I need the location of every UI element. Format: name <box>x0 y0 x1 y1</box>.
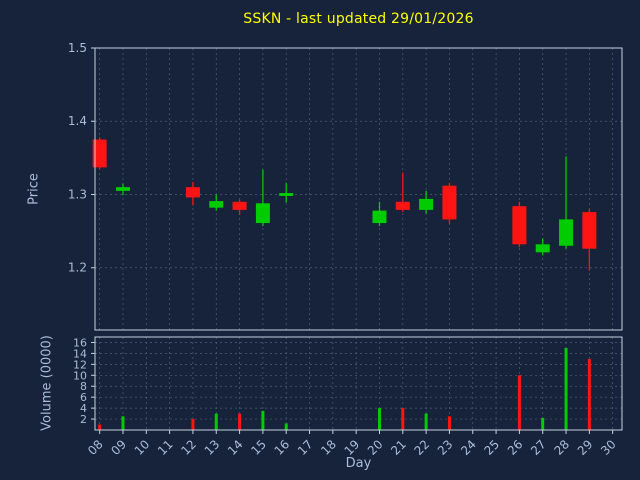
volume-bar <box>517 375 521 430</box>
volume-bar <box>238 413 242 430</box>
volume-bar <box>424 413 428 430</box>
volume-tick-label: 4 <box>80 402 87 415</box>
volume-panel-border <box>94 336 623 431</box>
candle-body <box>582 212 597 249</box>
x-tick-label: 24 <box>458 437 479 458</box>
candle-body <box>395 201 410 210</box>
chart-title: SSKN - last updated 29/01/2026 <box>243 11 474 27</box>
volume-tick-label: 14 <box>73 347 87 360</box>
volume-tick-label: 16 <box>73 336 87 349</box>
x-tick-label: 19 <box>342 437 363 458</box>
candle-body <box>512 206 527 245</box>
price-panel-border <box>94 47 623 331</box>
x-tick-label: 23 <box>435 437 456 458</box>
volume-bar <box>541 417 545 430</box>
volume-tick-label: 12 <box>73 358 87 371</box>
x-tick-label: 18 <box>318 437 339 458</box>
volume-bar <box>377 408 381 430</box>
x-tick-label: 21 <box>388 437 409 458</box>
volume-tick-label: 6 <box>80 391 87 404</box>
candle-body <box>559 219 574 246</box>
volume-bar <box>121 416 125 430</box>
x-tick-label: 27 <box>528 437 549 458</box>
price-tick-label: 1.4 <box>68 114 87 128</box>
volume-bar <box>564 347 568 430</box>
x-tick-label: 11 <box>155 437 176 458</box>
x-tick-label: 08 <box>85 437 106 458</box>
candle-body <box>279 193 294 196</box>
x-tick-label: 20 <box>365 437 386 458</box>
volume-bar <box>261 410 265 430</box>
candle-body <box>185 187 200 198</box>
volume-tick-label: 10 <box>73 369 87 382</box>
x-tick-label: 10 <box>132 437 153 458</box>
candle-body <box>232 201 247 210</box>
candle-body <box>442 185 457 220</box>
candle-body <box>255 203 270 224</box>
price-tick-label: 1.5 <box>68 41 87 55</box>
volume-bar <box>284 423 288 430</box>
x-tick-label: 28 <box>551 437 572 458</box>
volume-bar <box>447 416 451 430</box>
candle-body <box>92 139 107 168</box>
x-tick-label: 13 <box>202 437 223 458</box>
x-tick-label: 09 <box>108 437 129 458</box>
x-tick-label: 16 <box>272 437 293 458</box>
x-axis-label: Day <box>345 456 372 471</box>
candle-body <box>372 210 387 224</box>
candle-body <box>419 198 434 210</box>
x-tick-label: 12 <box>178 437 199 458</box>
x-tick-label: 17 <box>295 437 316 458</box>
x-tick-label: 25 <box>481 437 502 458</box>
x-tick-label: 26 <box>505 437 526 458</box>
price-tick-label: 1.3 <box>68 187 87 201</box>
x-tick-label: 15 <box>248 437 269 458</box>
volume-bar <box>401 408 405 430</box>
volume-tick-label: 8 <box>80 380 87 393</box>
candle-body <box>209 201 224 208</box>
volume-bar <box>214 413 218 430</box>
candle-body <box>535 244 550 253</box>
volume-tick-label: 2 <box>80 413 87 426</box>
x-tick-label: 14 <box>225 437 246 458</box>
price-tick-label: 1.2 <box>68 261 87 275</box>
volume-bar <box>587 358 591 430</box>
x-tick-label: 30 <box>598 437 619 458</box>
x-tick-label: 22 <box>412 437 433 458</box>
volume-bar <box>98 424 102 430</box>
x-tick-label: 29 <box>575 437 596 458</box>
volume-bar <box>191 419 195 430</box>
candle-body <box>115 187 130 191</box>
